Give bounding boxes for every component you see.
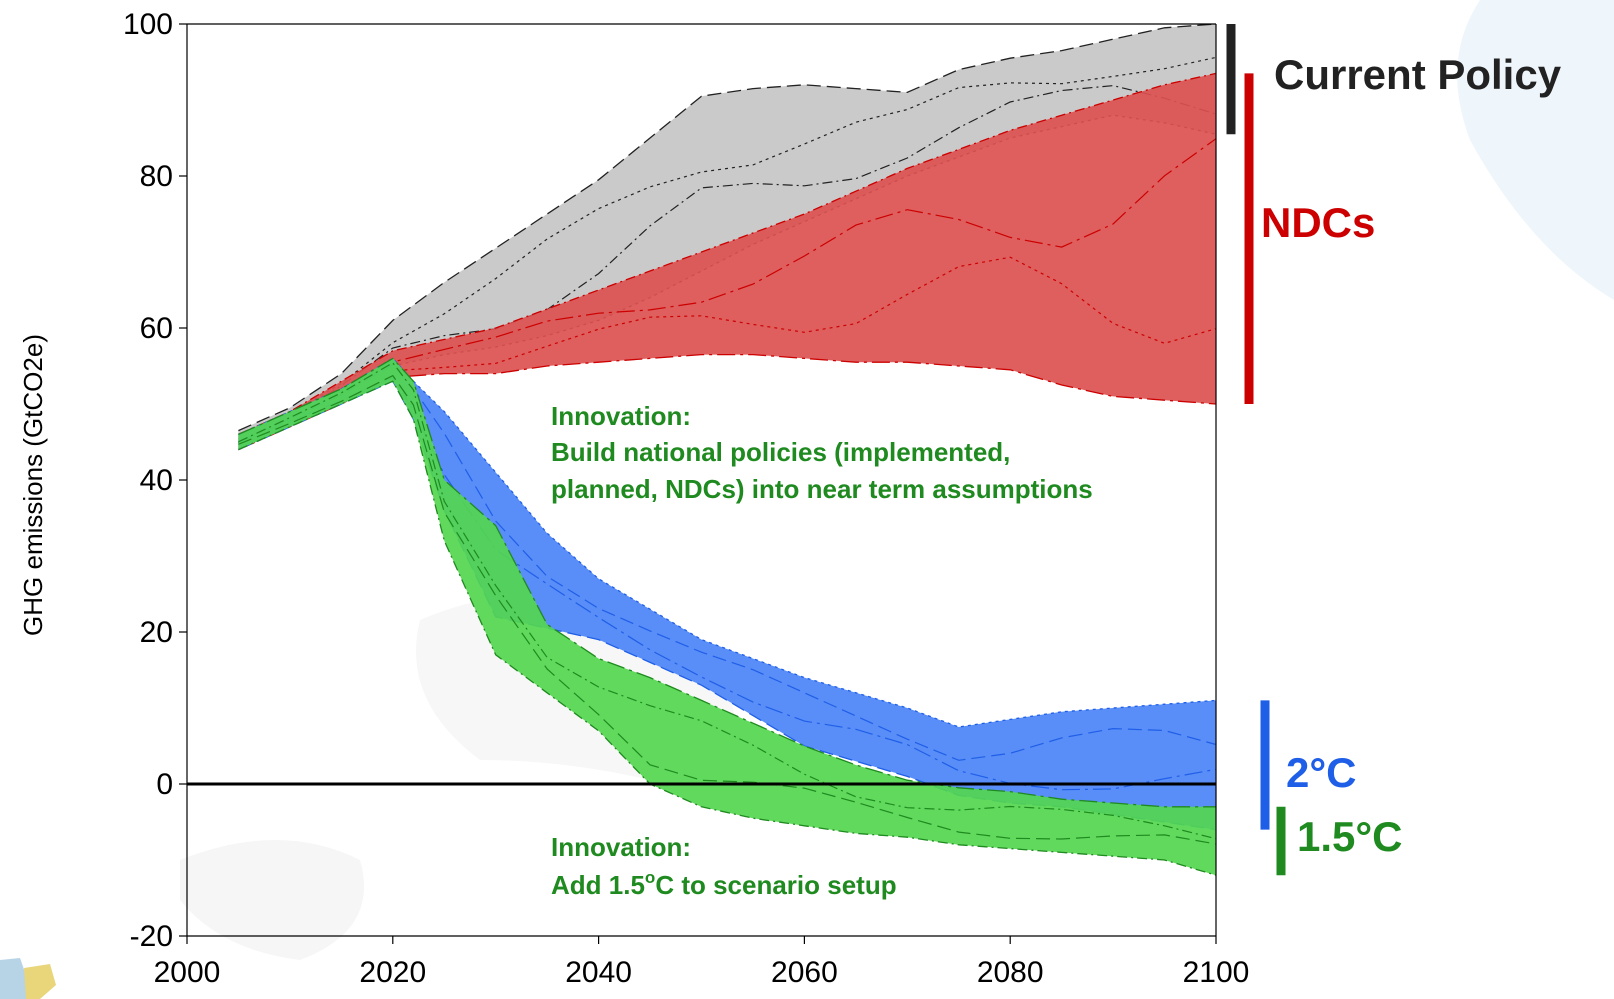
legend-label-ndcs: NDCs xyxy=(1261,199,1375,246)
y-tick-label: 60 xyxy=(140,312,173,345)
scenario-line-one_five_c-1 xyxy=(238,374,1217,845)
y-tick-label: 40 xyxy=(140,464,173,497)
annotation-bottom-line2: Add 1.5oC to scenario setup xyxy=(551,868,897,900)
y-axis-title: GHG emissions (GtCO2e) xyxy=(18,334,48,636)
annotation-bottom-line2-suffix: C to scenario setup xyxy=(655,870,896,900)
annotation-bottom-line2-superscript: o xyxy=(645,868,655,887)
scenario-line-current_policy-1 xyxy=(238,84,1217,444)
annotation-bottom-line1: Innovation: xyxy=(551,832,691,862)
legend-label-2c: 2°C xyxy=(1286,749,1357,796)
band-upper-edge-current_policy xyxy=(238,23,1217,432)
band-lower-edge-one_five_c xyxy=(238,380,1217,876)
x-tick-label: 2060 xyxy=(771,956,838,989)
band-upper-edge-ndcs xyxy=(238,72,1217,435)
x-tick-label: 2000 xyxy=(154,956,221,989)
legend-bars xyxy=(1226,24,1286,876)
y-tick-label: 80 xyxy=(140,160,173,193)
band-two_c xyxy=(238,358,1216,830)
annotation-innovation-bottom: Innovation: Add 1.5oC to scenario setup xyxy=(551,832,897,900)
y-tick-label: 0 xyxy=(156,768,173,801)
band-ndcs xyxy=(238,73,1216,450)
x-tick-label: 2080 xyxy=(977,956,1044,989)
y-tick-label: 100 xyxy=(123,8,173,41)
corner-logo xyxy=(0,958,56,999)
plot-area xyxy=(238,23,1217,876)
y-tick-label: -20 xyxy=(130,920,173,953)
band-one_five_c xyxy=(238,358,1216,876)
annotation-top-line3: planned, NDCs) into near term assumption… xyxy=(551,474,1093,504)
scenario-line-one_five_c-2 xyxy=(238,362,1217,840)
legend-label-1-5c: 1.5°C xyxy=(1297,813,1403,860)
x-tick-label: 2020 xyxy=(359,956,426,989)
annotation-bottom-line2-prefix: Add 1.5 xyxy=(551,870,645,900)
annotation-innovation-top: Innovation: Build national policies (imp… xyxy=(551,401,1093,504)
annotation-top-line2: Build national policies (implemented, xyxy=(551,437,1010,467)
band-upper-edge-one_five_c xyxy=(238,357,1216,808)
scenario-line-current_policy-2 xyxy=(238,56,1217,436)
y-tick-label: 20 xyxy=(140,616,173,649)
x-tick-label: 2100 xyxy=(1183,956,1250,989)
annotation-top-line1: Innovation: xyxy=(551,401,691,431)
scenario-line-ndcs-1 xyxy=(238,256,1217,444)
x-tick-label: 2040 xyxy=(565,956,632,989)
legend-label-current-policy: Current Policy xyxy=(1274,51,1562,98)
